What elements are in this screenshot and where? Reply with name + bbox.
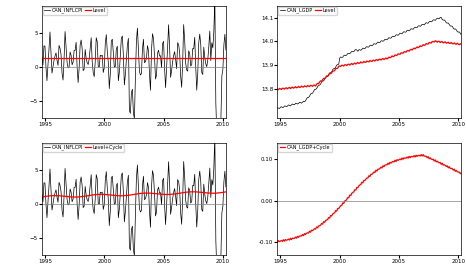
Line: CAN_INFLCPI: CAN_INFLCPI bbox=[42, 0, 226, 139]
CAN_INFLCPI bbox=[215, 137, 220, 141]
CAN_LGDP bbox=[347, 52, 353, 55]
CAN_INFLCPI bbox=[102, 203, 107, 207]
Legend: CAN_LGDP+Cycle: CAN_LGDP+Cycle bbox=[278, 144, 332, 152]
Level+Cycle bbox=[190, 190, 196, 193]
CAN_LGDP+Cycle bbox=[359, 181, 364, 184]
Level bbox=[278, 87, 283, 90]
CAN_LGDP+Cycle bbox=[346, 196, 351, 199]
CAN_INFLCPI bbox=[220, 205, 226, 208]
Level bbox=[458, 42, 463, 45]
Level+Cycle bbox=[111, 194, 117, 197]
CAN_INFLCPI bbox=[223, 48, 229, 52]
CAN_LGDP bbox=[274, 106, 280, 109]
Level bbox=[459, 43, 464, 46]
CAN_INFLCPI bbox=[222, 32, 228, 36]
Level+Cycle bbox=[223, 190, 229, 193]
Level bbox=[347, 64, 353, 67]
CAN_LGDP bbox=[459, 33, 464, 37]
Line: CAN_INFLCPI: CAN_INFLCPI bbox=[42, 136, 226, 276]
Level+Cycle bbox=[222, 190, 228, 194]
CAN_INFLCPI bbox=[39, 55, 45, 59]
CAN_LGDP bbox=[338, 55, 343, 59]
Legend: CAN_INFLCPI, Level+Cycle: CAN_INFLCPI, Level+Cycle bbox=[43, 144, 124, 152]
CAN_INFLCPI bbox=[102, 66, 107, 70]
CAN_LGDP bbox=[458, 32, 463, 35]
CAN_INFLCPI bbox=[220, 68, 226, 71]
Level bbox=[275, 88, 281, 91]
Level+Cycle bbox=[103, 193, 108, 196]
CAN_LGDP bbox=[360, 46, 366, 50]
Level bbox=[274, 88, 280, 91]
CAN_LGDP+Cycle bbox=[457, 170, 462, 174]
CAN_INFLCPI bbox=[110, 188, 116, 191]
CAN_INFLCPI bbox=[41, 181, 47, 185]
CAN_INFLCPI bbox=[39, 192, 45, 196]
CAN_INFLCPI bbox=[123, 58, 129, 61]
CAN_LGDP+Cycle bbox=[418, 153, 424, 156]
Level+Cycle bbox=[39, 195, 45, 199]
Line: Level: Level bbox=[277, 41, 461, 90]
CAN_LGDP+Cycle bbox=[274, 241, 280, 244]
CAN_INFLCPI bbox=[212, 134, 218, 137]
CAN_LGDP bbox=[438, 16, 443, 19]
CAN_LGDP bbox=[456, 31, 461, 34]
Legend: CAN_INFLCPI, Level: CAN_INFLCPI, Level bbox=[43, 6, 107, 15]
Line: Level+Cycle: Level+Cycle bbox=[42, 192, 226, 197]
Level+Cycle bbox=[124, 194, 130, 197]
CAN_INFLCPI bbox=[123, 195, 129, 198]
CAN_INFLCPI bbox=[223, 185, 229, 189]
CAN_INFLCPI bbox=[215, 274, 220, 278]
CAN_INFLCPI bbox=[222, 169, 228, 173]
CAN_LGDP bbox=[278, 106, 283, 109]
CAN_LGDP+Cycle bbox=[454, 170, 460, 174]
Legend: CAN_LGDP, Level: CAN_LGDP, Level bbox=[278, 6, 337, 15]
Level+Cycle bbox=[220, 191, 226, 194]
CAN_LGDP bbox=[277, 107, 282, 110]
CAN_LGDP+Cycle bbox=[459, 171, 464, 174]
CAN_LGDP+Cycle bbox=[337, 205, 343, 209]
CAN_INFLCPI bbox=[41, 44, 47, 48]
Level bbox=[432, 39, 438, 43]
Level+Cycle bbox=[41, 195, 47, 198]
Level bbox=[456, 43, 461, 46]
Level+Cycle bbox=[72, 195, 78, 199]
Level bbox=[338, 65, 343, 68]
CAN_LGDP+Cycle bbox=[277, 240, 282, 243]
CAN_INFLCPI bbox=[110, 51, 116, 54]
Level bbox=[360, 61, 366, 64]
Line: CAN_LGDP+Cycle: CAN_LGDP+Cycle bbox=[277, 155, 461, 242]
Line: CAN_LGDP: CAN_LGDP bbox=[277, 17, 461, 109]
